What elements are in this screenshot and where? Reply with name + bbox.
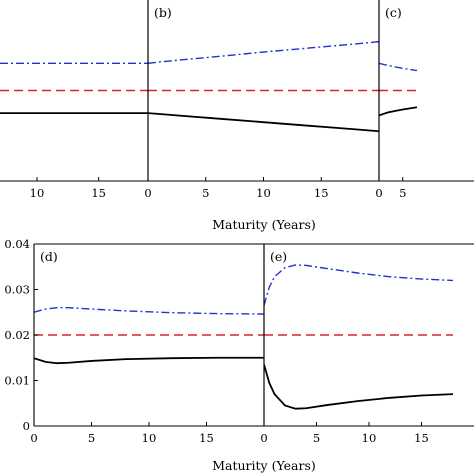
- panel-3: 0 5 (c): [375, 0, 474, 200]
- panel-3-x-tick-label-5: 5: [399, 186, 406, 200]
- panel-5-x-tick-label-0: 0: [260, 431, 267, 445]
- panels: 10 15 0 5 10 15 (b) 0 5 (c) 0 5 10 15 0 0.01 0.02 0.03 0.0…: [0, 0, 474, 445]
- panel-4-y-tick-label-0: 0: [23, 419, 30, 433]
- panel-2-x-tick-label-5: 5: [202, 186, 209, 200]
- panel-4: 0 5 10 15 0 0.01 0.02 0.03 0.04 (d): [4, 237, 265, 445]
- panel-2-x-tick-label-0: 0: [144, 186, 151, 200]
- panel-2-x-tick-label-15: 15: [314, 186, 329, 200]
- panel-4-x-tick-label-5: 5: [88, 431, 95, 445]
- panel-4-label: (d): [40, 249, 58, 264]
- panel-4-x-tick-label-15: 15: [199, 431, 214, 445]
- panel-2-x-tick-label-10: 10: [256, 186, 271, 200]
- panel-4-series-solid-line: [34, 356, 264, 365]
- panel-1: 10 15: [0, 0, 149, 200]
- panel-4-y-tick-label-4: 0.04: [4, 237, 30, 251]
- panel-2-label: (b): [154, 5, 172, 20]
- panel-3-series-dashdot-line: [379, 62, 418, 72]
- panel-3-label: (c): [385, 5, 402, 20]
- panel-2-series-dashdot-line: [148, 40, 379, 65]
- x-axis-title-bottom: Maturity (Years): [212, 458, 316, 473]
- panel-4-x-tick-label-0: 0: [30, 431, 37, 445]
- panel-1-x-tick-label-10: 10: [30, 186, 45, 200]
- panel-5-x-tick-label-10: 10: [362, 431, 377, 445]
- panel-5: 0 5 10 15 (e): [260, 243, 474, 445]
- panel-4-y-tick-label-2: 0.02: [4, 328, 30, 342]
- panel-3-x-tick-label-0: 0: [375, 186, 382, 200]
- panel-4-y-tick-label-1: 0.01: [4, 374, 30, 388]
- panel-4-x-tick-label-10: 10: [142, 431, 157, 445]
- panel-1-x-tick-label-15: 15: [91, 186, 106, 200]
- panel-4-series-dashdot-line: [34, 307, 264, 315]
- panel-3-series-solid-line: [379, 106, 418, 117]
- x-axis-title-top: Maturity (Years): [212, 217, 316, 232]
- panel-5-x-tick-label-15: 15: [414, 431, 429, 445]
- panel-5-series-solid-line: [264, 364, 454, 410]
- panel-5-series-dashdot-line: [264, 264, 454, 306]
- panel-5-x-tick-label-5: 5: [313, 431, 320, 445]
- panel-2: 0 5 10 15 (b): [144, 0, 380, 200]
- panel-4-y-tick-label-3: 0.03: [4, 283, 30, 297]
- panel-2-series-solid-line: [148, 112, 379, 133]
- panel-5-label: (e): [270, 249, 287, 264]
